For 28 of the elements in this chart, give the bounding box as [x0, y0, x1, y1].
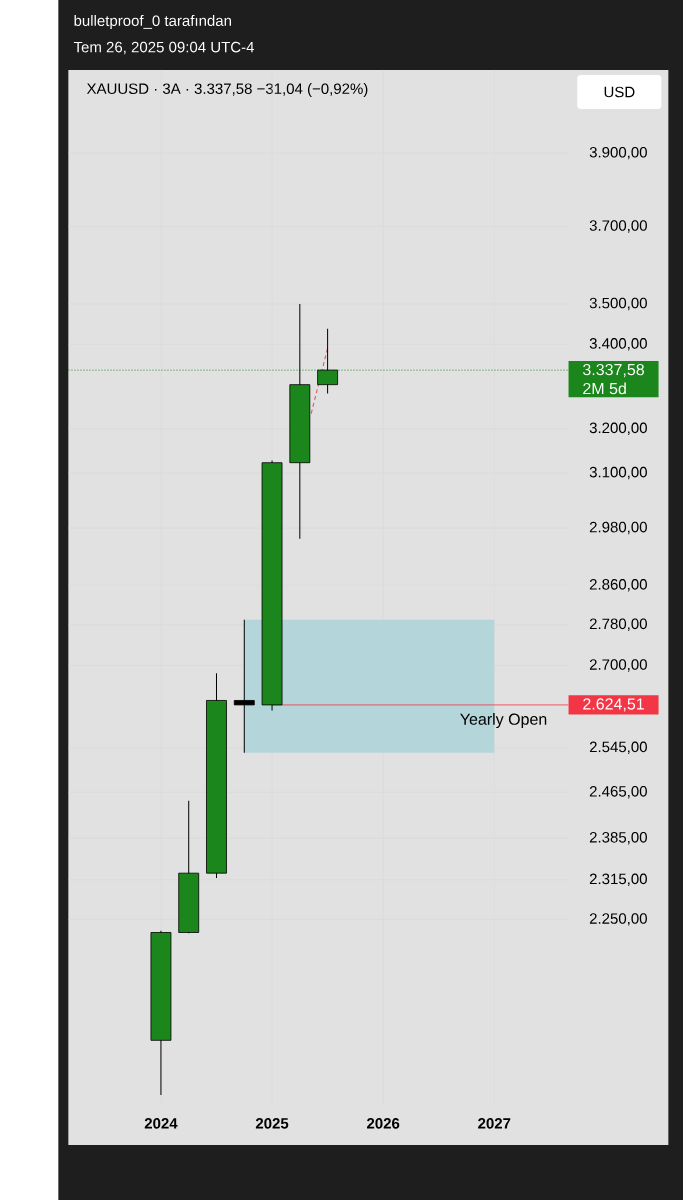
y-tick-label: 2.545,00: [589, 741, 647, 754]
x-tick-label: 2024: [144, 1118, 178, 1129]
text: 2M 5d: [583, 382, 626, 395]
y-tick-label: 3.500,00: [589, 297, 647, 311]
annotation: Yearly Open: [459, 713, 547, 729]
y-tick-label: 3.700,00: [589, 220, 647, 233]
y-tick-label: 2.780,00: [589, 618, 647, 631]
text: bulletproof_0 tarafından: [74, 14, 231, 29]
y-tick-label: 2.860,00: [589, 579, 647, 592]
candlestick: [233, 619, 255, 754]
y-tick-label: 3.200,00: [589, 422, 647, 435]
x-tick-label: 2025: [255, 1118, 289, 1129]
y-tick-label: 2.980,00: [589, 521, 647, 535]
ref-line-label: 2.624,51: [583, 698, 644, 712]
y-tick-label: 2.385,00: [589, 832, 647, 845]
y-tick-label: 2.315,00: [589, 873, 647, 886]
text: XAUUSD · 3A · 3.337,58 −31,04 (−0,92%): [86, 83, 368, 97]
y-tick-label: 3.400,00: [589, 338, 647, 351]
x-tick-label: 2027: [477, 1118, 511, 1129]
y-tick-label: 2.250,00: [589, 913, 647, 926]
x-tick-label: 2026: [366, 1118, 400, 1129]
y-tick-label: 3.100,00: [589, 466, 647, 480]
ref-line-label: 3.337,58: [582, 363, 644, 378]
y-tick-label: 3.900,00: [589, 146, 647, 160]
text: USD: [604, 86, 635, 98]
y-tick-label: 2.700,00: [589, 659, 647, 672]
y-tick-label: 2.465,00: [589, 786, 647, 799]
text: Tem 26, 2025 09:04 UTC-4: [73, 41, 254, 55]
